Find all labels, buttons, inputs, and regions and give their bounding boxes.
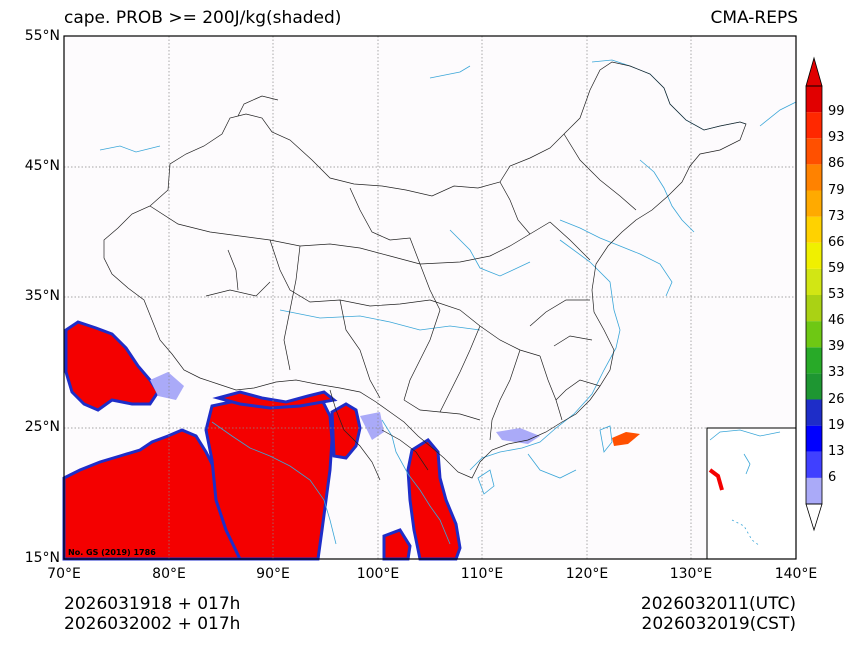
lat-label-25: 25°N <box>24 419 60 435</box>
map-frame <box>63 35 797 560</box>
valid-time-cst: 2026032019(CST) <box>641 614 796 634</box>
shade-south-tibet <box>212 390 338 410</box>
colorbar-tick-label: 6 <box>828 469 837 485</box>
colorbar-segment <box>806 86 822 113</box>
colorbar-segment <box>806 295 822 322</box>
borders <box>103 61 747 481</box>
colorbar-tick-label: 39 <box>828 339 845 355</box>
lon-label-70: 70°E <box>47 566 81 582</box>
colorbar-tick-label: 46 <box>828 313 845 329</box>
colorbar-tick-label: 66 <box>828 234 845 250</box>
colorbar-tick-label: 73 <box>828 208 845 224</box>
colorbar-min-arrow <box>805 503 823 532</box>
inset-south-china-sea <box>706 427 797 560</box>
graticule <box>64 36 796 559</box>
lon-label-100: 100°E <box>356 566 400 582</box>
shade-malay <box>382 528 412 561</box>
colorbar-segment <box>806 425 822 452</box>
colorbar-segment <box>806 451 822 478</box>
model-name: CMA-REPS <box>710 8 798 28</box>
colorbar-segment <box>806 321 822 348</box>
colorbar-segment <box>806 373 822 400</box>
coastlines <box>99 59 797 545</box>
shade-tibet-west <box>64 320 160 412</box>
valid-time-utc: 2026032011(UTC) <box>640 594 796 614</box>
colorbar-segment <box>806 347 822 374</box>
shade-south-china <box>496 428 540 444</box>
colorbar-segment <box>806 138 822 165</box>
colorbar-segment <box>806 190 822 217</box>
colorbar <box>805 56 823 532</box>
lon-label-130: 130°E <box>669 566 713 582</box>
colorbar-tick-label: 93 <box>828 130 845 146</box>
colorbar-segment <box>806 216 822 243</box>
lon-label-90: 90°E <box>256 566 290 582</box>
colorbar-segment <box>806 164 822 191</box>
colorbar-segment <box>806 399 822 426</box>
lon-label-120: 120°E <box>565 566 609 582</box>
map-title: cape. PROB >= 200J/kg(shaded) <box>64 8 342 28</box>
lon-label-110: 110°E <box>460 566 504 582</box>
colorbar-tick-label: 13 <box>828 443 845 459</box>
colorbar-segment <box>806 268 822 295</box>
colorbar-tick-label: 59 <box>828 260 845 276</box>
colorbar-border <box>805 85 823 505</box>
lat-label-45: 45°N <box>24 158 60 174</box>
lon-label-80: 80°E <box>152 566 186 582</box>
init-time-cst: 2026032002 + 017h <box>64 614 241 634</box>
colorbar-tick-label: 99 <box>828 104 845 120</box>
colorbar-segment <box>806 242 822 269</box>
china-outline <box>103 61 747 479</box>
colorbar-tick-label: 33 <box>828 365 845 381</box>
lon-label-140: 140°E <box>774 566 818 582</box>
colorbar-tick-label: 53 <box>828 287 845 302</box>
colorbar-tick-label: 19 <box>828 417 845 433</box>
shade-taiwan-east <box>612 432 640 446</box>
colorbar-tick-label: 86 <box>828 156 845 172</box>
colorbar-tick-label: 79 <box>828 182 845 198</box>
cape-shading <box>62 320 462 561</box>
lat-label-55: 55°N <box>24 28 60 44</box>
map-credit: No. GS (2019) 1786 <box>68 548 156 557</box>
colorbar-segment <box>806 477 822 504</box>
shade-fringe-tibet <box>150 372 184 400</box>
colorbar-tick-label: 26 <box>828 391 845 407</box>
shade-indochina <box>406 438 462 561</box>
lat-label-35: 35°N <box>24 288 60 304</box>
init-time-utc: 2026031918 + 017h <box>64 594 241 614</box>
lat-label-15: 15°N <box>24 550 60 566</box>
colorbar-segment <box>806 112 822 139</box>
colorbar-max-arrow <box>805 56 823 87</box>
